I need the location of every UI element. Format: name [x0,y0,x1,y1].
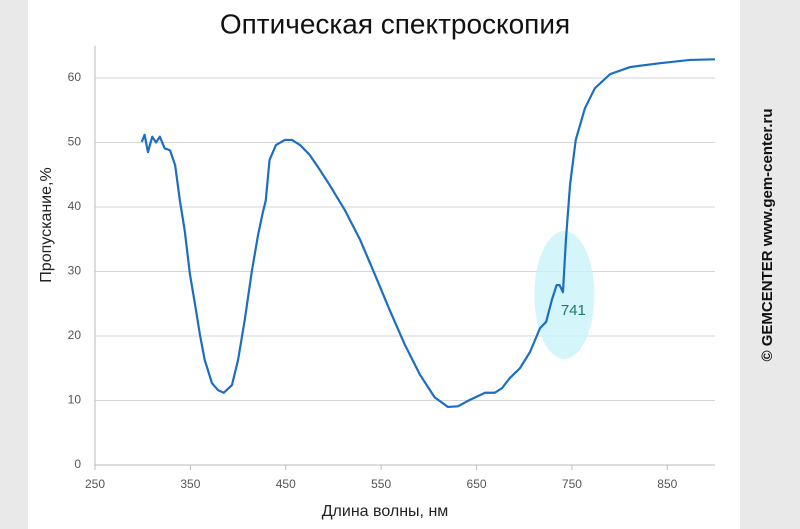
x-tick-label: 450 [276,477,296,491]
y-tick-label: 20 [68,328,82,342]
y-tick-label: 30 [68,264,82,278]
y-axis-label: Пропускание,% [38,167,55,282]
x-axis-label: Длина волны, нм [322,503,449,520]
annotation-label: 741 [561,302,586,319]
plot-panel [28,0,740,529]
annotation-highlight [534,231,595,359]
y-tick-label: 50 [68,135,82,149]
x-tick-label: 250 [85,477,105,491]
watermark: © GEMCENTER www.gem-center.ru [759,108,776,361]
y-tick-label: 40 [68,199,82,213]
x-tick-label: 350 [180,477,200,491]
y-tick-label: 0 [74,457,81,471]
y-tick-label: 10 [68,393,82,407]
x-tick-label: 650 [467,477,487,491]
spectrum-line [140,58,716,409]
y-tick-label: 60 [68,70,82,84]
chart-title: Оптическая спектроскопия [220,8,570,39]
x-tick-label: 550 [371,477,391,491]
x-tick-label: 850 [657,477,677,491]
x-tick-label: 750 [562,477,582,491]
